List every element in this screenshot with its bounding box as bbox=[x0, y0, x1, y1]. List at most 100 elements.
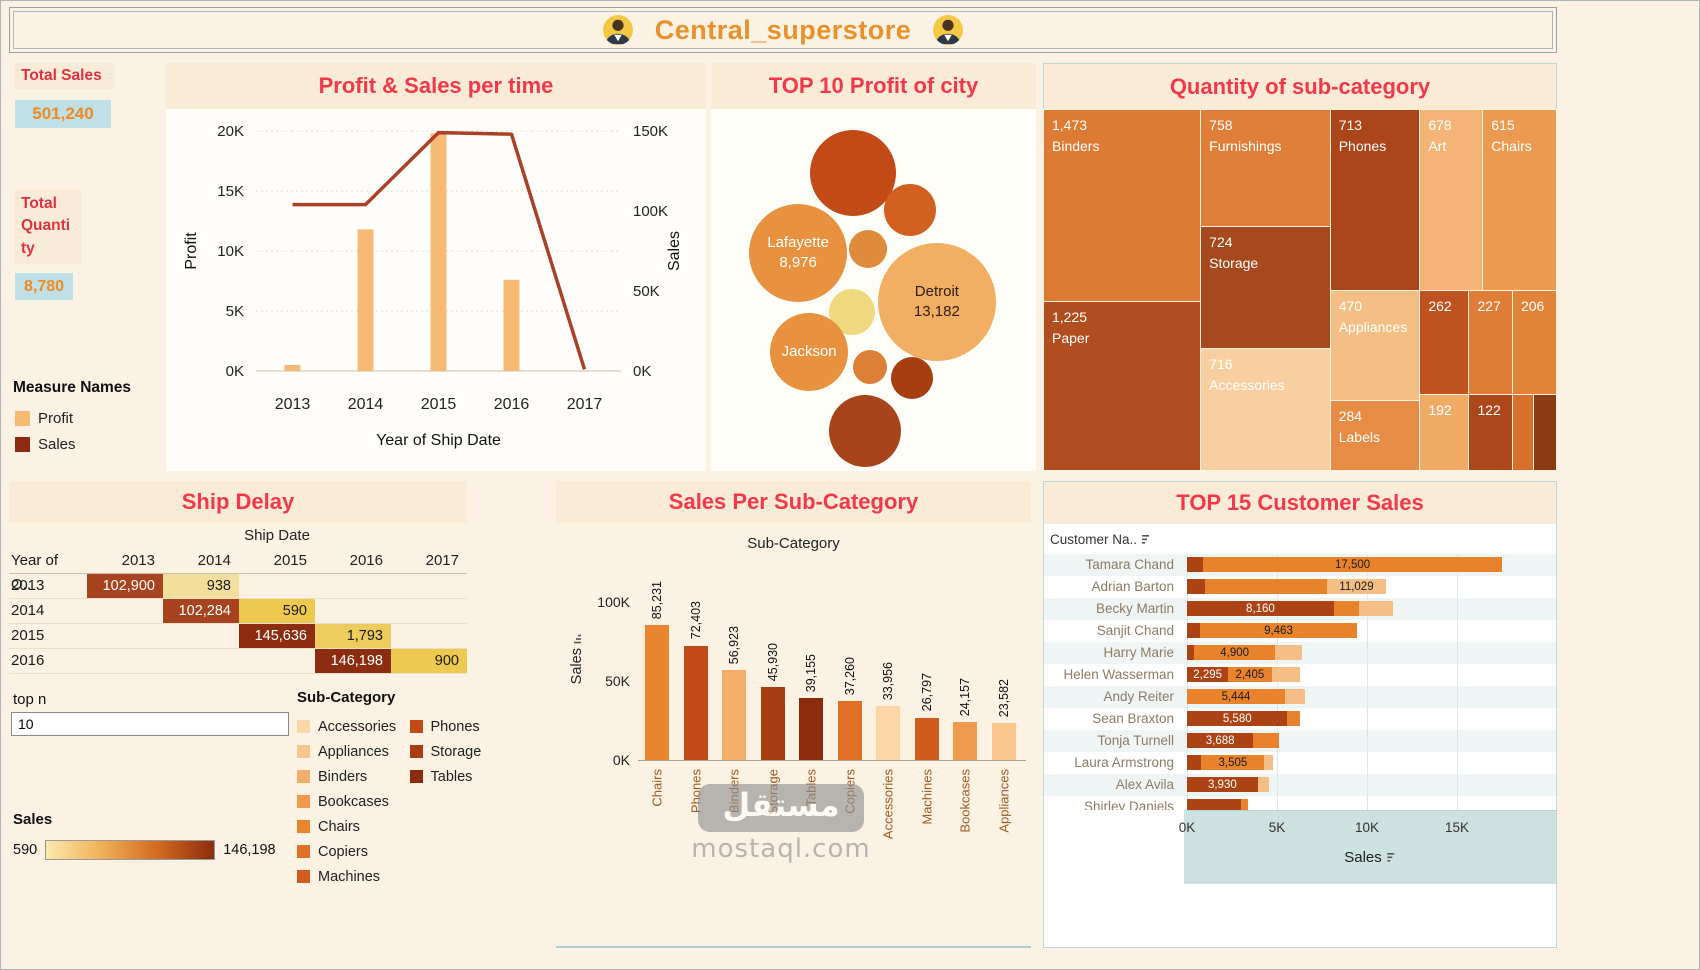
treemap-cell-labels[interactable]: 284 Labels bbox=[1329, 399, 1422, 471]
bar-segment[interactable]: 2,405 bbox=[1228, 667, 1272, 682]
treemap-cell-art[interactable]: 678 Art bbox=[1419, 108, 1485, 293]
profit-bar-2013[interactable] bbox=[284, 365, 301, 371]
subcategory-legend-item-accessories[interactable]: Accessories bbox=[297, 714, 407, 739]
bar-segment[interactable] bbox=[1287, 711, 1301, 726]
subcategory-legend-item-tables[interactable]: Tables bbox=[409, 764, 520, 789]
customer-row[interactable]: Shirley Daniels bbox=[1044, 796, 1556, 810]
treemap-cell-small[interactable] bbox=[1512, 394, 1536, 471]
bar-segment[interactable] bbox=[1264, 755, 1274, 770]
subcategory-legend-item-appliances[interactable]: Appliances bbox=[297, 739, 407, 764]
ship-delay-cell[interactable]: 146,198 bbox=[315, 649, 391, 673]
ship-delay-col-2016[interactable]: 2016 bbox=[349, 552, 383, 569]
bar-segment[interactable] bbox=[1271, 667, 1301, 682]
customer-sales-bar[interactable]: 5,444 bbox=[1187, 689, 1556, 704]
sort-icon[interactable] bbox=[1142, 534, 1151, 545]
bar-segment[interactable] bbox=[1333, 601, 1360, 616]
customer-sales-bar[interactable] bbox=[1187, 799, 1556, 810]
bar-segment[interactable] bbox=[1187, 579, 1205, 594]
customer-sales-bar[interactable]: 11,029 bbox=[1187, 579, 1556, 594]
bar-bookcases[interactable] bbox=[953, 721, 977, 760]
ship-delay-cell[interactable]: 145,636 bbox=[239, 624, 315, 648]
customer-row[interactable]: Sanjit Chand 9,463 bbox=[1044, 620, 1556, 642]
treemap-cell-appliances[interactable]: 470 Appliances bbox=[1329, 290, 1422, 402]
ship-delay-col-2017[interactable]: 2017 bbox=[425, 552, 459, 569]
bar-column-chairs[interactable]: 85,231 bbox=[645, 575, 669, 760]
bar-column-phones[interactable]: 72,403 bbox=[683, 575, 708, 760]
subcategory-legend-item-chairs[interactable]: Chairs bbox=[297, 814, 407, 839]
city-bubble[interactable] bbox=[848, 230, 887, 269]
treemap-cell-chairs[interactable]: 615 Chairs bbox=[1482, 108, 1557, 293]
treemap-cell-262[interactable]: 262 bbox=[1419, 290, 1471, 397]
sort-icon[interactable] bbox=[573, 633, 582, 644]
treemap-cell-192[interactable]: 192 bbox=[1419, 394, 1471, 471]
customer-sales-bar[interactable]: 5,580 bbox=[1187, 711, 1556, 726]
treemap-cell-paper[interactable]: 1,225 Paper bbox=[1042, 300, 1203, 471]
bar-segment[interactable]: 2,295 bbox=[1187, 667, 1229, 682]
treemap-cell-227[interactable]: 227 bbox=[1468, 290, 1514, 397]
customer-row[interactable]: Harry Marie 4,900 bbox=[1044, 642, 1556, 664]
bar-segment[interactable]: 5,444 bbox=[1187, 689, 1285, 704]
ship-delay-col-2014[interactable]: 2014 bbox=[197, 552, 231, 569]
profit-bar-2016[interactable] bbox=[503, 279, 520, 371]
ship-delay-cell[interactable]: 102,900 bbox=[87, 574, 163, 598]
bar-column-accessories[interactable]: 33,956 bbox=[876, 575, 900, 760]
bar-appliances[interactable] bbox=[991, 722, 1016, 760]
customer-row[interactable]: Helen Wasserman 2,295 2,405 bbox=[1044, 664, 1556, 686]
bar-column-storage[interactable]: 45,930 bbox=[760, 575, 785, 760]
city-bubble-lafayette[interactable]: Lafayette 8,976 bbox=[749, 204, 848, 303]
ship-delay-col-2013[interactable]: 2013 bbox=[121, 552, 155, 569]
treemap-cell-storage[interactable]: 724 Storage bbox=[1200, 226, 1332, 350]
subcategory-legend-item-machines[interactable]: Machines bbox=[297, 864, 407, 889]
subcategory-legend-item-bookcases[interactable]: Bookcases bbox=[297, 789, 407, 814]
city-bubble[interactable] bbox=[852, 350, 887, 385]
bar-segment[interactable] bbox=[1241, 799, 1249, 810]
subcategory-legend-item-binders[interactable]: Binders bbox=[297, 764, 407, 789]
bar-column-machines[interactable]: 26,797 bbox=[914, 575, 939, 760]
customer-sales-bar[interactable]: 2,295 2,405 bbox=[1187, 667, 1556, 682]
bar-segment[interactable] bbox=[1284, 689, 1305, 704]
bar-segment[interactable]: 9,463 bbox=[1199, 623, 1358, 638]
bar-column-appliances[interactable]: 23,582 bbox=[991, 575, 1016, 760]
sales-gradient-bar[interactable] bbox=[45, 840, 216, 860]
city-bubble-detroit[interactable]: Detroit 13,182 bbox=[877, 242, 996, 361]
customer-sales-bar[interactable]: 4,900 bbox=[1187, 645, 1556, 660]
treemap-cell-furnishings[interactable]: 758 Furnishings bbox=[1200, 109, 1332, 228]
bar-storage[interactable] bbox=[760, 687, 785, 760]
subcategory-legend-item-storage[interactable]: Storage bbox=[409, 739, 520, 764]
treemap-cell-binders[interactable]: 1,473 Binders bbox=[1042, 109, 1203, 303]
subcategory-legend-item-copiers[interactable]: Copiers bbox=[297, 839, 407, 864]
bar-segment[interactable]: 3,930 bbox=[1187, 777, 1258, 792]
bar-segment[interactable] bbox=[1359, 601, 1394, 616]
treemap-cell-122[interactable]: 122 bbox=[1468, 394, 1514, 471]
bar-segment[interactable]: 4,900 bbox=[1194, 645, 1276, 660]
customer-row[interactable]: Tamara Chand 17,500 bbox=[1044, 554, 1556, 576]
bar-accessories[interactable] bbox=[876, 706, 900, 760]
treemap-cell-accessories[interactable]: 716 Accessories bbox=[1200, 347, 1332, 471]
treemap-cell-small[interactable] bbox=[1533, 394, 1557, 471]
bar-chairs[interactable] bbox=[645, 625, 669, 760]
ship-delay-cell[interactable]: 590 bbox=[239, 599, 315, 623]
ship-delay-cell[interactable]: 102,284 bbox=[163, 599, 239, 623]
customer-row[interactable]: Alex Avila 3,930 bbox=[1044, 774, 1556, 796]
bar-column-bookcases[interactable]: 24,157 bbox=[953, 575, 977, 760]
customer-row[interactable]: Sean Braxton 5,580 bbox=[1044, 708, 1556, 730]
bar-segment[interactable] bbox=[1205, 579, 1328, 594]
bar-segment[interactable] bbox=[1253, 733, 1279, 748]
customer-sales-bar[interactable]: 8,160 bbox=[1187, 601, 1556, 616]
customer-sales-bar[interactable]: 3,688 bbox=[1187, 733, 1556, 748]
bar-column-copiers[interactable]: 37,260 bbox=[837, 575, 862, 760]
city-bubble[interactable] bbox=[883, 183, 936, 236]
bar-segment[interactable] bbox=[1187, 557, 1204, 572]
customer-sales-bar[interactable]: 3,505 bbox=[1187, 755, 1556, 770]
customer-row[interactable]: Laura Armstrong 3,505 bbox=[1044, 752, 1556, 774]
bar-column-binders[interactable]: 56,923 bbox=[722, 575, 746, 760]
measure-legend-item[interactable]: Profit bbox=[15, 405, 76, 431]
customer-sales-bar[interactable]: 9,463 bbox=[1187, 623, 1556, 638]
ship-delay-col-2015[interactable]: 2015 bbox=[273, 552, 307, 569]
city-bubble[interactable] bbox=[810, 130, 897, 217]
subcategory-legend-item-phones[interactable]: Phones bbox=[409, 714, 520, 739]
bar-copiers[interactable] bbox=[837, 701, 862, 760]
sales-line[interactable] bbox=[292, 130, 587, 370]
customer-column-header[interactable]: Customer Na.. bbox=[1050, 532, 1151, 547]
profit-bar-2015[interactable] bbox=[430, 133, 447, 371]
